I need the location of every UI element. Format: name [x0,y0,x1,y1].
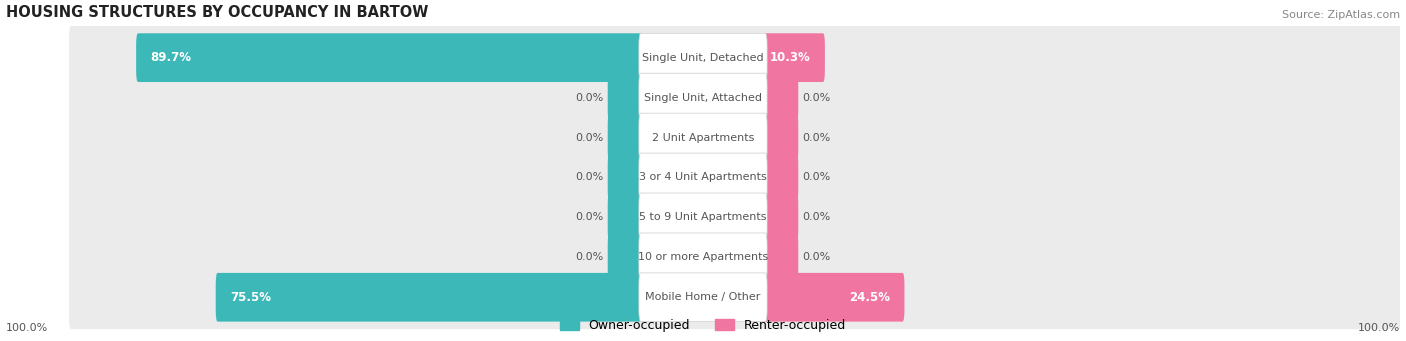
FancyBboxPatch shape [607,193,643,242]
FancyBboxPatch shape [69,186,1406,249]
Text: 75.5%: 75.5% [231,291,271,304]
Text: Source: ZipAtlas.com: Source: ZipAtlas.com [1282,10,1400,20]
FancyBboxPatch shape [69,225,1406,289]
Text: 0.0%: 0.0% [575,173,603,182]
Text: 3 or 4 Unit Apartments: 3 or 4 Unit Apartments [640,173,766,182]
FancyBboxPatch shape [69,265,1406,329]
Text: 100.0%: 100.0% [1358,323,1400,333]
Text: 0.0%: 0.0% [575,212,603,222]
Text: 5 to 9 Unit Apartments: 5 to 9 Unit Apartments [640,212,766,222]
FancyBboxPatch shape [69,26,1406,90]
Text: 0.0%: 0.0% [575,252,603,262]
FancyBboxPatch shape [69,146,1406,209]
FancyBboxPatch shape [136,33,643,82]
Text: 100.0%: 100.0% [6,323,48,333]
FancyBboxPatch shape [607,113,643,162]
FancyBboxPatch shape [763,273,904,322]
Text: 0.0%: 0.0% [803,133,831,143]
FancyBboxPatch shape [607,153,643,202]
Text: 0.0%: 0.0% [803,173,831,182]
FancyBboxPatch shape [763,33,825,82]
FancyBboxPatch shape [638,33,768,82]
FancyBboxPatch shape [638,273,768,322]
Legend: Owner-occupied, Renter-occupied: Owner-occupied, Renter-occupied [555,314,851,337]
FancyBboxPatch shape [763,193,799,242]
Text: Single Unit, Detached: Single Unit, Detached [643,53,763,63]
Text: 2 Unit Apartments: 2 Unit Apartments [652,133,754,143]
FancyBboxPatch shape [607,233,643,282]
Text: 10 or more Apartments: 10 or more Apartments [638,252,768,262]
FancyBboxPatch shape [638,73,768,122]
FancyBboxPatch shape [763,153,799,202]
FancyBboxPatch shape [69,65,1406,130]
FancyBboxPatch shape [69,106,1406,169]
Text: 0.0%: 0.0% [575,133,603,143]
FancyBboxPatch shape [763,73,799,122]
FancyBboxPatch shape [607,73,643,122]
Text: 0.0%: 0.0% [803,212,831,222]
FancyBboxPatch shape [763,233,799,282]
Text: 0.0%: 0.0% [803,252,831,262]
FancyBboxPatch shape [763,113,799,162]
FancyBboxPatch shape [638,113,768,162]
Text: 89.7%: 89.7% [150,51,191,64]
Text: HOUSING STRUCTURES BY OCCUPANCY IN BARTOW: HOUSING STRUCTURES BY OCCUPANCY IN BARTO… [6,5,427,20]
Text: 10.3%: 10.3% [770,51,810,64]
FancyBboxPatch shape [638,193,768,242]
FancyBboxPatch shape [638,233,768,282]
Text: 0.0%: 0.0% [803,93,831,103]
Text: 24.5%: 24.5% [849,291,890,304]
FancyBboxPatch shape [638,153,768,202]
FancyBboxPatch shape [215,273,643,322]
Text: 0.0%: 0.0% [575,93,603,103]
Text: Single Unit, Attached: Single Unit, Attached [644,93,762,103]
Text: Mobile Home / Other: Mobile Home / Other [645,292,761,302]
